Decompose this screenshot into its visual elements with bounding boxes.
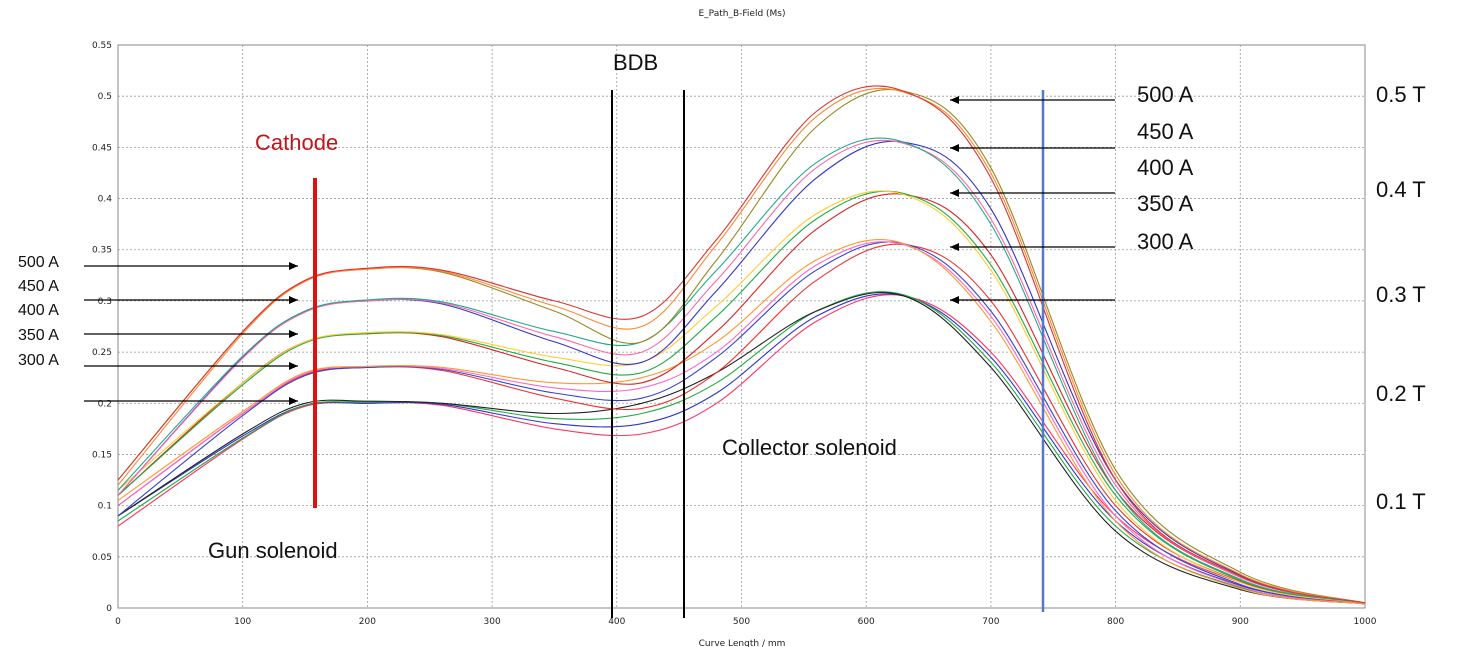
series-line <box>117 87 1366 604</box>
left-arrow-1-head <box>289 296 298 304</box>
x-tick-label: 200 <box>359 617 376 627</box>
right-arrow-4-head <box>950 296 959 304</box>
y-tick-label: 0.15 <box>92 450 112 460</box>
right-arrow-3-head <box>950 243 959 251</box>
y-tick-label: 0.55 <box>92 41 112 51</box>
y-tick-label: 0.05 <box>92 553 112 563</box>
y-tick-label: 0.5 <box>98 92 112 102</box>
right-current-label-400: 400 A <box>1137 155 1194 180</box>
y-tick-label: 0.4 <box>98 195 113 205</box>
left-current-label-300: 300 A <box>18 352 59 369</box>
series-line <box>117 291 1366 605</box>
right-current-label-300: 300 A <box>1137 229 1194 254</box>
x-axis-label: Curve Length / mm <box>699 639 786 647</box>
x-tick-label: 300 <box>484 617 501 627</box>
x-tick-label: 1000 <box>1354 617 1377 627</box>
left-arrow-0-head <box>289 262 298 270</box>
right-arrow-1-head <box>950 144 959 152</box>
y-tick-label: 0 <box>106 604 112 614</box>
left-arrow-4-head <box>289 397 298 405</box>
right-current-label-350: 350 A <box>1137 191 1194 216</box>
y-tick-label: 0.3 <box>98 297 112 307</box>
collector-solenoid-label: Collector solenoid <box>722 435 897 460</box>
y-axis: 0 0.05 0.1 0.15 0.2 0.25 0.3 0.35 0.4 0.45 0.5 0.55 <box>92 41 112 614</box>
y-tick-label: 0.1 <box>98 502 112 512</box>
cathode-label: Cathode <box>255 130 338 155</box>
left-current-label-500: 500 A <box>18 254 59 271</box>
left-current-label-350: 350 A <box>18 327 59 344</box>
y-tick-label: 0.25 <box>92 348 112 358</box>
tesla-label-0-5: 0.5 T <box>1376 82 1426 107</box>
x-axis: 0 100 200 300 400 500 600 700 800 900 1000 <box>115 617 1377 627</box>
y-tick-label: 0.35 <box>92 246 112 256</box>
y-tick-label: 0.45 <box>92 143 112 153</box>
tesla-label-0-3: 0.3 T <box>1376 282 1426 307</box>
x-tick-label: 100 <box>234 617 251 627</box>
x-tick-label: 800 <box>1107 617 1124 627</box>
x-tick-label: 500 <box>733 617 750 627</box>
series-line <box>117 85 1366 604</box>
x-tick-label: 900 <box>1232 617 1249 627</box>
annotation-arrows <box>84 96 1115 405</box>
tesla-label-0-1: 0.1 T <box>1376 489 1426 514</box>
left-arrow-2-head <box>289 330 298 338</box>
x-tick-label: 0 <box>115 617 121 627</box>
left-current-label-400: 400 A <box>18 302 59 319</box>
x-tick-label: 600 <box>858 617 875 627</box>
right-arrow-0-head <box>950 96 959 104</box>
plot-area <box>117 44 1366 609</box>
left-arrow-3-head <box>289 362 298 370</box>
right-arrow-2-head <box>950 189 959 197</box>
x-tick-label: 400 <box>608 617 625 627</box>
bdb-label: BDB <box>613 50 658 75</box>
chart-title: E_Path_B-Field (Ms) <box>699 9 786 19</box>
right-current-label-500: 500 A <box>1137 82 1194 107</box>
tesla-label-0-2: 0.2 T <box>1376 381 1426 406</box>
right-current-label-450: 450 A <box>1137 119 1194 144</box>
y-tick-label: 0.2 <box>98 399 112 409</box>
tesla-label-0-4: 0.4 T <box>1376 177 1426 202</box>
left-current-label-450: 450 A <box>18 278 59 295</box>
gun-solenoid-label: Gun solenoid <box>208 538 338 563</box>
x-tick-label: 700 <box>982 617 999 627</box>
